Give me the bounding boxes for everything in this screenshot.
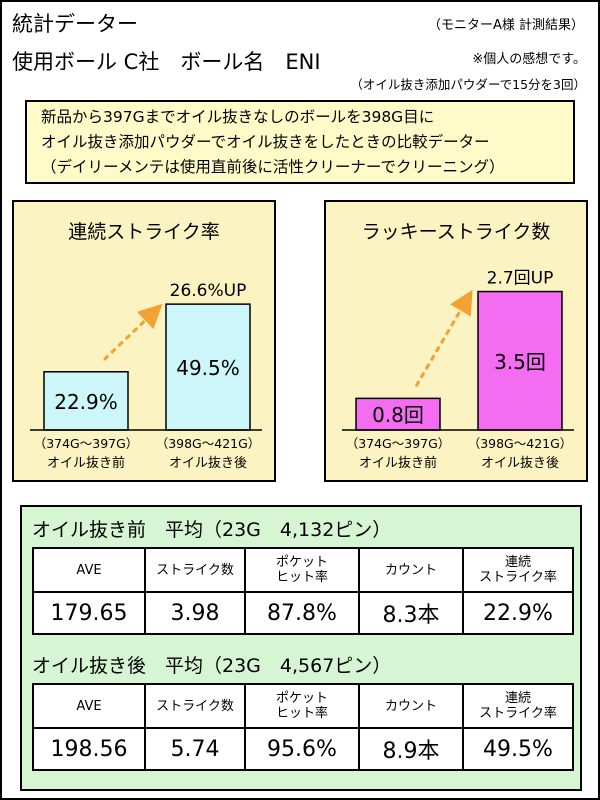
disclaimer-note: ※個人の感想です。 (472, 52, 586, 67)
category-label: （374G～397G） (34, 436, 139, 451)
header-cell: ポケット ヒット率 (244, 547, 360, 593)
category-sublabel: オイル抜き後 (169, 455, 247, 471)
summary-panel: オイル抜き前 平均（23G 4,132ピン） AVE ストライク数 ポケット ヒ… (20, 505, 582, 791)
value-cell: 87.8% (244, 591, 360, 635)
info-line: オイル抜き添加パウダーでオイル抜きをしたときの比較データー (41, 133, 490, 151)
method-note: （オイル抜き添加パウダーで15分を3回） (350, 77, 586, 92)
header-cell: AVE (32, 547, 146, 593)
header-cell: ストライク数 (144, 547, 246, 593)
header-cell: 連続 ストライク率 (462, 683, 574, 729)
category-label: （374G～397G） (346, 436, 451, 451)
increase-arrow (414, 289, 473, 388)
category-sublabel: オイル抜き前 (359, 455, 437, 471)
category-sublabel: オイル抜き後 (481, 455, 559, 471)
header-cell: AVE (32, 683, 146, 729)
info-line: 新品から397Gまでオイル抜きなしのボールを398G目に (41, 108, 435, 126)
bar (43, 371, 129, 431)
before-summary-title: オイル抜き前 平均（23G 4,132ピン） (32, 519, 392, 541)
ball-subtitle: 使用ボール C社 ボール名 ENI (12, 50, 321, 74)
increase-arrow (102, 303, 163, 361)
info-box: 新品から397Gまでオイル抜きなしのボールを398G目に オイル抜き添加パウダー… (25, 100, 575, 184)
bar (477, 290, 563, 431)
value-cell: 5.74 (144, 727, 246, 771)
header-cell: ポケット ヒット率 (244, 683, 360, 729)
header-cell: ストライク数 (144, 683, 246, 729)
value-cell: 8.9本 (358, 727, 464, 771)
value-cell: 49.5% (462, 727, 574, 771)
value-cell: 22.9% (462, 591, 574, 635)
category-label: （398G～421G） (156, 436, 261, 451)
increase-annotation: 26.6%UP (170, 281, 247, 301)
category-label: （398G～421G） (468, 436, 573, 451)
after-summary-title: オイル抜き後 平均（23G 4,567ピン） (32, 655, 392, 677)
page-title: 統計データー (12, 12, 138, 36)
table-value-row: 179.65 3.98 87.8% 8.3本 22.9% (32, 591, 574, 635)
header-cell: カウント (358, 683, 464, 729)
category-sublabel: オイル抜き前 (47, 455, 125, 471)
after-stats-table: AVE ストライク数 ポケット ヒット率 カウント 連続 ストライク率 198.… (32, 683, 574, 771)
strike-rate-chart: 連続ストライク率 22.9% （374G～397G） オイル抜き前 49.5% （398G… (30, 221, 262, 471)
bar-value-label: 3.5回 (494, 350, 546, 374)
chart-title: 連続ストライク率 (68, 221, 220, 243)
value-cell: 3.98 (144, 591, 246, 635)
bar-value-label: 49.5% (176, 356, 240, 380)
bar (165, 303, 251, 431)
info-line: （デイリーメンテは使用直前後に活性クリーナーでクリーニング） (41, 158, 505, 176)
chart-title: ラッキーストライク数 (362, 221, 551, 243)
table-value-row: 198.56 5.74 95.6% 8.9本 49.5% (32, 727, 574, 771)
value-cell: 95.6% (244, 727, 360, 771)
chart-panel-strike-rate: 連続ストライク率 22.9% （374G～397G） オイル抜き前 49.5% （398G… (12, 200, 276, 482)
header-cell: 連続 ストライク率 (462, 547, 574, 593)
chart-panel-lucky-strikes: ラッキーストライク数 0.8回 （374G～397G） オイル抜き前 3.5回 （398G… (324, 200, 588, 482)
value-cell: 8.3本 (358, 591, 464, 635)
before-stats-table: AVE ストライク数 ポケット ヒット率 カウント 連続 ストライク率 179.… (32, 547, 574, 635)
increase-annotation: 2.7回UP (487, 269, 554, 289)
value-cell: 198.56 (32, 727, 146, 771)
credit-note: （モニターA様 計測結果） (427, 18, 584, 33)
lucky-strike-chart: ラッキーストライク数 0.8回 （374G～397G） オイル抜き前 3.5回 （398G… (342, 221, 574, 471)
header-cell: カウント (358, 547, 464, 593)
table-header-row: AVE ストライク数 ポケット ヒット率 カウント 連続 ストライク率 (32, 683, 574, 729)
value-cell: 179.65 (32, 591, 146, 635)
bar-value-label: 22.9% (54, 390, 118, 414)
table-header-row: AVE ストライク数 ポケット ヒット率 カウント 連続 ストライク率 (32, 547, 574, 593)
bar-value-label: 0.8回 (372, 403, 424, 427)
